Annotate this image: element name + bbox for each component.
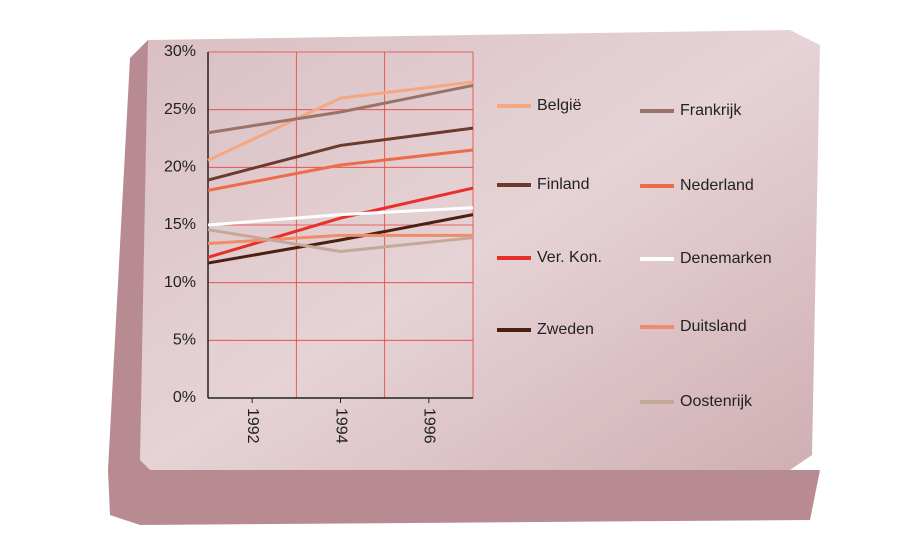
- series-line: [207, 228, 474, 254]
- legend-label: Oostenrijk: [680, 393, 753, 410]
- legend-label: Zweden: [537, 321, 594, 338]
- legend-label: Nederland: [680, 177, 754, 194]
- legend-label: Ver. Kon.: [537, 249, 602, 266]
- legend-label: Finland: [537, 176, 589, 193]
- series-line: [207, 206, 474, 227]
- y-tick-label: 15%: [164, 216, 196, 233]
- y-tick-label: 30%: [164, 43, 196, 60]
- legend-label: Frankrijk: [680, 102, 742, 119]
- y-tick-label: 25%: [164, 101, 196, 118]
- legend-label: België: [537, 97, 582, 114]
- series-line: [207, 83, 474, 135]
- x-tick-label: 1992: [244, 408, 261, 444]
- legend-label: Duitsland: [680, 318, 747, 335]
- y-tick-label: 5%: [173, 332, 196, 349]
- y-tick-label: 20%: [164, 159, 196, 176]
- series-line: [207, 233, 473, 245]
- series-line: [207, 213, 474, 265]
- stone-top: [140, 30, 820, 470]
- x-tick-label: 1994: [332, 408, 349, 444]
- series-line: [207, 80, 474, 162]
- y-tick-label: 10%: [164, 274, 196, 291]
- x-tick-label: 1996: [421, 408, 438, 444]
- series-line: [207, 148, 474, 192]
- stone-side: [108, 40, 820, 525]
- y-tick-label: 0%: [173, 389, 196, 406]
- legend-label: Denemarken: [680, 250, 772, 267]
- series-line: [207, 186, 474, 259]
- series-line: [207, 126, 474, 182]
